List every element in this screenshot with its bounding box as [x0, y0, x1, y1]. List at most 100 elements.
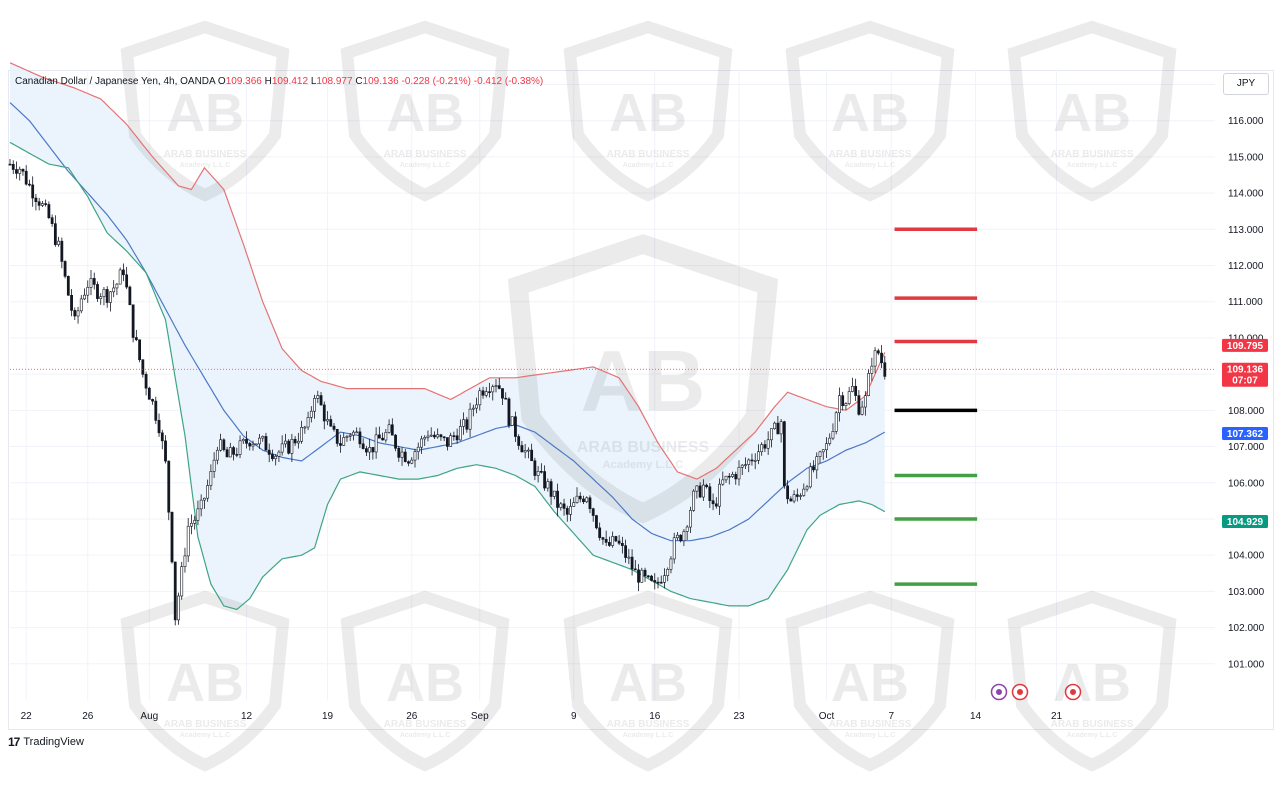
price-badge: 109.795 — [1222, 338, 1268, 352]
candle-body — [692, 490, 696, 511]
watermark-line2: Academy L.L.C — [623, 732, 674, 739]
candle — [744, 457, 747, 469]
candle-body — [92, 278, 96, 285]
candle-body — [455, 435, 459, 441]
watermark-line2: Academy L.L.C — [1067, 732, 1118, 739]
event-markers — [990, 683, 1082, 701]
candle — [397, 445, 401, 462]
candle-body — [663, 575, 666, 583]
candle — [695, 485, 699, 499]
watermark-shield-outline — [1007, 20, 1177, 202]
chart-frame[interactable] — [8, 70, 1274, 730]
candle-body — [818, 451, 822, 457]
candle-body — [293, 438, 297, 444]
candle — [57, 236, 61, 247]
candle-body — [757, 451, 760, 461]
candle — [802, 483, 806, 497]
candle — [598, 522, 602, 541]
candle-body — [222, 439, 226, 451]
candle-body — [724, 475, 728, 481]
candle-body — [170, 511, 174, 563]
candle — [701, 479, 705, 501]
candle — [241, 437, 245, 444]
candle-body — [364, 448, 368, 453]
candle-body — [536, 471, 540, 476]
candle-body — [232, 447, 235, 455]
watermark-line2: Academy L.L.C — [400, 162, 451, 169]
candle — [792, 490, 796, 504]
candle-body — [173, 561, 177, 621]
candle-body — [650, 575, 653, 581]
candle-body — [721, 479, 725, 485]
candle-body — [582, 498, 585, 503]
candle — [475, 397, 478, 414]
tradingview-brand[interactable]: 17 TradingView — [8, 735, 84, 749]
price-tick-label: 113.000 — [1228, 225, 1264, 236]
candle — [633, 560, 637, 571]
candle — [442, 436, 446, 442]
candle — [575, 487, 579, 504]
candle-body — [248, 443, 252, 447]
candle — [368, 438, 372, 460]
watermark-shield-outline — [507, 234, 779, 524]
candle — [86, 280, 90, 303]
candle — [125, 266, 129, 290]
candle — [206, 479, 210, 502]
tradingview-label: TradingView — [23, 736, 84, 748]
candle-body — [666, 569, 670, 576]
candle-body — [614, 536, 618, 542]
candle-body — [368, 447, 372, 453]
candle-body — [50, 217, 54, 224]
candle — [569, 498, 572, 522]
candle-body — [433, 434, 436, 438]
candle-body — [867, 373, 871, 396]
time-tick-label: 9 — [571, 711, 577, 722]
candle-body — [676, 534, 679, 539]
candle — [821, 449, 825, 460]
candle — [757, 444, 760, 465]
candle — [203, 497, 206, 509]
candle — [491, 384, 495, 401]
event-dot — [996, 689, 1002, 695]
high-label: H — [264, 76, 272, 87]
lightning-event-icon — [990, 683, 1008, 701]
candle-body — [390, 424, 394, 436]
candle-body — [575, 495, 579, 503]
low-label: L — [310, 76, 317, 87]
candle-body — [296, 440, 300, 444]
candle — [666, 567, 670, 582]
candle-body — [300, 427, 304, 442]
candle-body — [773, 422, 777, 429]
price-badge-bg — [1222, 362, 1268, 387]
candle-body — [335, 429, 339, 444]
watermark-logo: AB — [609, 83, 687, 143]
currency-selector[interactable]: JPY — [1223, 73, 1269, 95]
candle-body — [799, 495, 802, 497]
time-tick-label: 19 — [322, 711, 334, 722]
candle — [420, 435, 423, 454]
candle-body — [345, 435, 349, 438]
candle — [727, 473, 731, 485]
time-tick-label: 26 — [406, 711, 418, 722]
candle-body — [439, 434, 443, 438]
candle-body — [834, 412, 838, 432]
candle-body — [280, 443, 284, 453]
candle — [371, 447, 375, 460]
price-badge-bg — [1222, 338, 1268, 352]
candle-body — [854, 385, 858, 396]
candle-body — [727, 475, 731, 478]
candle — [769, 428, 773, 448]
candle-body — [552, 490, 556, 497]
candle — [805, 484, 809, 492]
candle-body — [494, 385, 498, 387]
candle — [533, 457, 537, 481]
candle-body — [627, 556, 631, 559]
candle-body — [277, 451, 281, 457]
candle — [248, 441, 252, 451]
candle — [390, 418, 394, 436]
candle — [335, 428, 339, 447]
candle — [488, 382, 491, 398]
price-badge-bg — [1222, 426, 1268, 440]
candle-body — [753, 460, 757, 462]
